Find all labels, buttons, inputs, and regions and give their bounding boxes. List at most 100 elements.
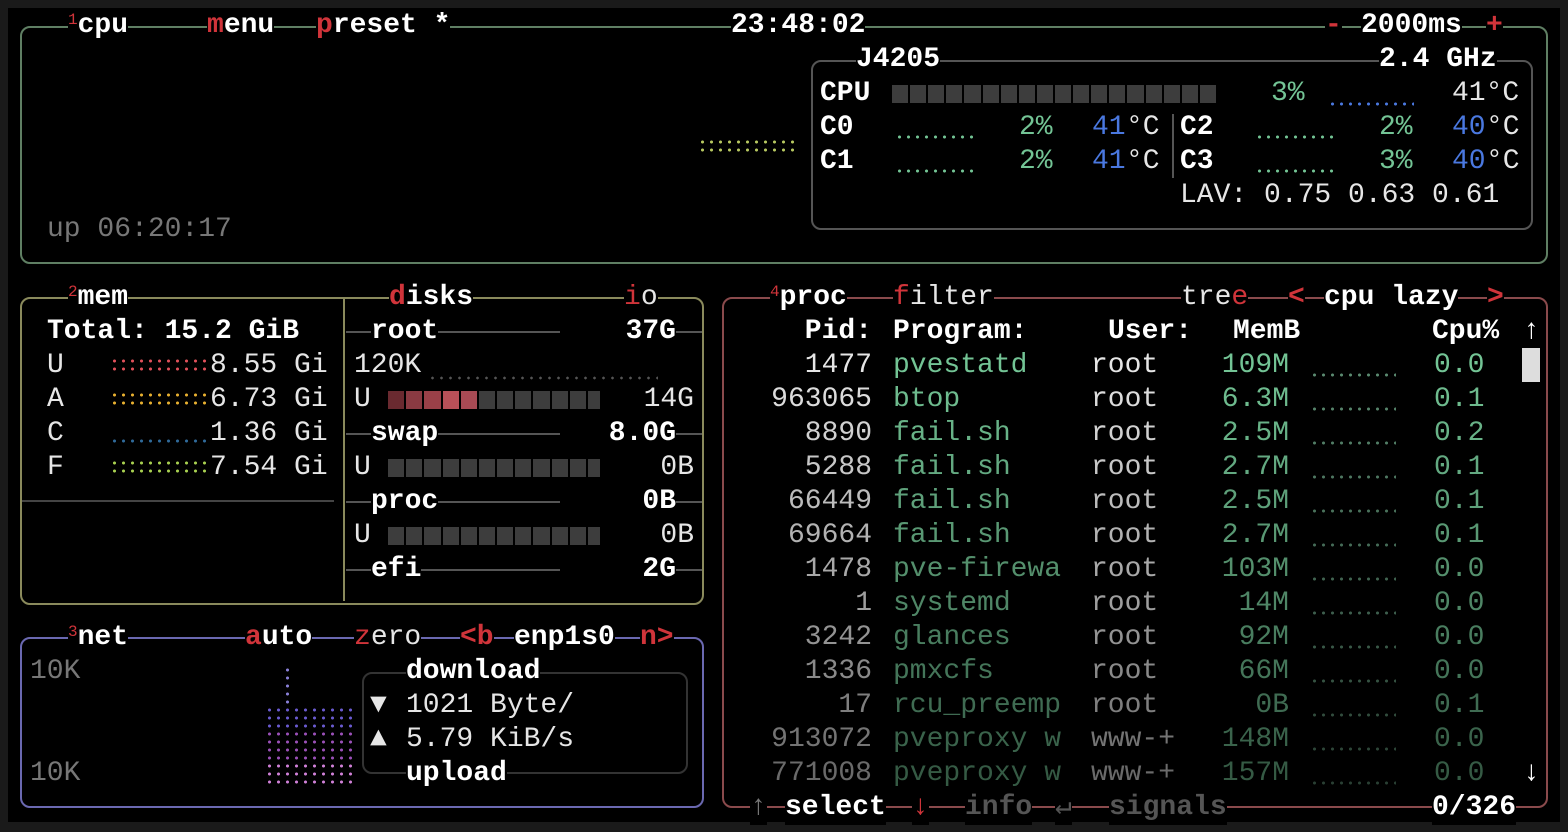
mem-row-label: C bbox=[47, 417, 64, 451]
process-pid: 66449 bbox=[752, 485, 872, 519]
process-cpu: 0.1 bbox=[1434, 383, 1485, 417]
cpu-graph bbox=[698, 138, 800, 156]
clock: 23:48:02 bbox=[731, 9, 866, 43]
process-mem: 14M bbox=[1190, 587, 1289, 621]
upload-label: upload bbox=[406, 757, 507, 791]
cpu-title: cpu bbox=[77, 10, 129, 41]
disk-used: 0B bbox=[600, 519, 694, 553]
process-program: fail.sh bbox=[893, 485, 1011, 519]
col-pid[interactable]: Pid: bbox=[772, 315, 872, 349]
net-scale-top: 10K bbox=[30, 655, 81, 689]
proc-count: 0/326 bbox=[1432, 791, 1517, 825]
disk-size: 8.0G bbox=[560, 417, 676, 451]
process-cpu-graph bbox=[1310, 745, 1396, 753]
process-cpu-graph bbox=[1310, 643, 1396, 651]
scroll-up-icon[interactable]: ↑ bbox=[1523, 315, 1540, 349]
interval-increase-button[interactable]: + bbox=[1486, 9, 1503, 43]
sort-next-button[interactable]: > bbox=[1487, 281, 1504, 315]
mem-box-title[interactable]: 2mem bbox=[68, 281, 129, 315]
process-program: pve-firewa bbox=[893, 553, 1062, 587]
process-pid: 69664 bbox=[752, 519, 872, 553]
mem-row-value: 8.55 Gi bbox=[210, 349, 328, 383]
proc-filter-button[interactable]: filter bbox=[893, 281, 994, 315]
process-cpu: 0.0 bbox=[1434, 655, 1485, 689]
mem-row-value: 7.54 Gi bbox=[210, 451, 328, 485]
process-program: pveproxy w bbox=[893, 723, 1062, 757]
tree-hotkey: e bbox=[1231, 282, 1249, 313]
disks-hotkey: d bbox=[389, 282, 406, 313]
net-download-graph bbox=[283, 666, 292, 706]
scroll-down-icon[interactable]: ↓ bbox=[1523, 757, 1540, 791]
scrollbar-thumb[interactable] bbox=[1522, 348, 1540, 382]
uptime: up 06:20:17 bbox=[47, 213, 232, 247]
process-pid: 17 bbox=[752, 689, 872, 723]
core-label: C3 bbox=[1180, 145, 1214, 179]
process-program: pmxcfs bbox=[893, 655, 994, 689]
process-mem: 103M bbox=[1190, 553, 1289, 587]
process-cpu-graph bbox=[1310, 677, 1396, 685]
disk-proc-line bbox=[346, 501, 702, 503]
net-prev-iface-button[interactable]: <b bbox=[460, 621, 494, 655]
core-temp-unit: °C bbox=[1486, 145, 1520, 179]
zero-label: ero bbox=[370, 622, 422, 653]
mem-title: mem bbox=[77, 282, 129, 313]
core-temp: 41 bbox=[1092, 145, 1126, 179]
net-interface: enp1s0 bbox=[514, 621, 615, 655]
process-mem: 2.5M bbox=[1190, 417, 1289, 451]
core-graph bbox=[1255, 133, 1335, 141]
process-user: root bbox=[1091, 689, 1159, 723]
col-program[interactable]: Program: bbox=[893, 315, 1028, 349]
process-user: www-+ bbox=[1091, 757, 1176, 791]
cpu-box-title[interactable]: 1cpu bbox=[68, 9, 129, 43]
process-mem: 2.5M bbox=[1190, 485, 1289, 519]
filter-label: ilter bbox=[909, 282, 994, 313]
process-mem: 157M bbox=[1190, 757, 1289, 791]
disk-name: efi bbox=[371, 553, 422, 587]
net-zero-button[interactable]: zero bbox=[354, 621, 422, 655]
info-button[interactable]: info bbox=[965, 791, 1033, 825]
disks-toggle[interactable]: disks bbox=[389, 281, 474, 315]
menu-button[interactable]: menu bbox=[207, 9, 275, 43]
net-box-number: 3 bbox=[68, 623, 78, 641]
load-average: LAV: 0.75 0.63 0.61 bbox=[1180, 179, 1500, 213]
menu-hotkey: m bbox=[207, 10, 224, 41]
process-program: btop bbox=[893, 383, 961, 417]
process-cpu-graph bbox=[1310, 609, 1396, 617]
net-box-title[interactable]: 3net bbox=[68, 621, 129, 655]
preset-button[interactable]: preset * bbox=[316, 9, 451, 43]
process-user: root bbox=[1091, 519, 1159, 553]
signals-button[interactable]: signals bbox=[1109, 791, 1227, 825]
process-mem: 109M bbox=[1190, 349, 1289, 383]
col-cpu[interactable]: Cpu% bbox=[1432, 315, 1500, 349]
process-cpu: 0.1 bbox=[1434, 485, 1485, 519]
interval-decrease-button[interactable]: - bbox=[1325, 9, 1342, 43]
proc-box-title[interactable]: 4proc bbox=[770, 281, 847, 315]
cpu-total-label: CPU bbox=[820, 77, 871, 111]
proc-tree-button[interactable]: tree bbox=[1181, 281, 1249, 315]
io-toggle[interactable]: io bbox=[624, 281, 658, 315]
tree-label: tre bbox=[1181, 282, 1232, 313]
mem-row-graph bbox=[110, 357, 208, 375]
process-cpu: 0.0 bbox=[1434, 723, 1485, 757]
cpu-info-box bbox=[811, 60, 1533, 230]
select-up-icon[interactable]: ↑ bbox=[750, 791, 767, 825]
enter-icon: ↵ bbox=[1055, 791, 1072, 825]
core-temp: 40 bbox=[1452, 145, 1486, 179]
net-auto-button[interactable]: auto bbox=[245, 621, 313, 655]
disk-usage-bar bbox=[388, 391, 605, 409]
mem-total: Total: 15.2 GiB bbox=[47, 315, 300, 349]
col-memb[interactable]: MemB bbox=[1233, 315, 1301, 349]
core-graph bbox=[1255, 167, 1335, 175]
net-next-iface-button[interactable]: n> bbox=[640, 621, 674, 655]
process-cpu-graph bbox=[1310, 439, 1396, 447]
sort-prev-button[interactable]: < bbox=[1288, 281, 1305, 315]
process-cpu-graph bbox=[1310, 371, 1396, 379]
core-graph bbox=[895, 167, 975, 175]
process-pid: 1478 bbox=[752, 553, 872, 587]
select-down-icon[interactable]: ↓ bbox=[912, 791, 929, 825]
col-user[interactable]: User: bbox=[1108, 315, 1193, 349]
disk-name: proc bbox=[371, 485, 439, 519]
process-program: fail.sh bbox=[893, 451, 1011, 485]
disk-efi-line bbox=[346, 569, 702, 571]
process-program: fail.sh bbox=[893, 519, 1011, 553]
